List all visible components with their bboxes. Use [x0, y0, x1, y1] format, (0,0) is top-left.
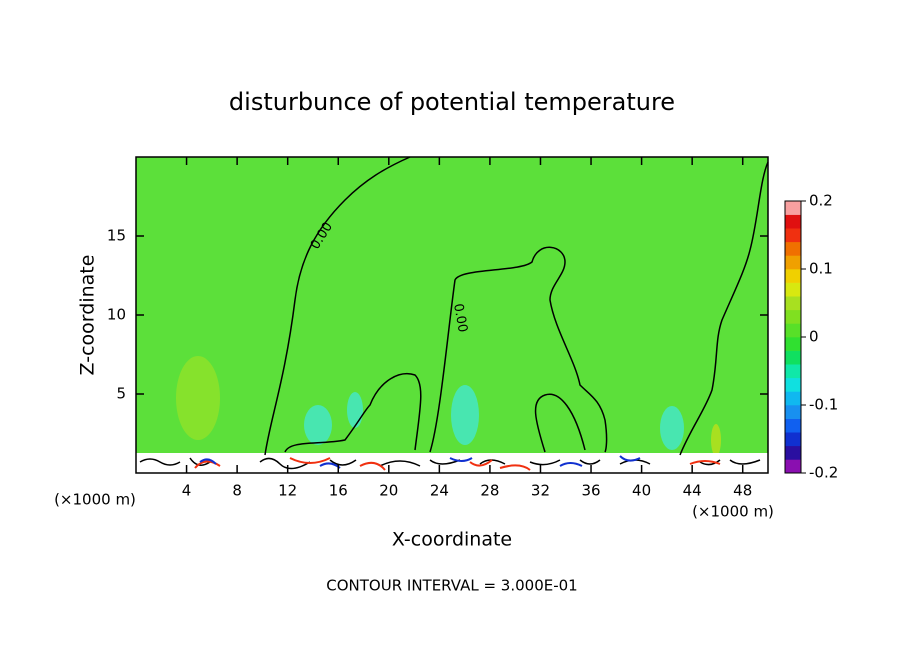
x-tick-label: 16 [329, 482, 348, 500]
field-blob [304, 405, 332, 445]
colorbar-band [785, 282, 801, 297]
y-tick-label: 15 [107, 227, 126, 245]
colorbar-band [785, 241, 801, 256]
colorbar-band [785, 377, 801, 392]
colorbar-band [785, 323, 801, 338]
field-blob [451, 385, 479, 445]
colorbar-band [785, 309, 801, 324]
field-blob [711, 424, 721, 456]
field [135, 156, 769, 474]
colorbar-band [785, 432, 801, 447]
x-tick-label: 20 [379, 482, 398, 500]
y-tick-label: 10 [107, 306, 126, 324]
field-blob [176, 356, 220, 440]
colorbar-band [785, 228, 801, 243]
field-blob [347, 392, 363, 428]
x-axis-title: X-coordinate [392, 529, 512, 551]
x-tick-label: 8 [232, 482, 242, 500]
x-tick-label: 12 [278, 482, 297, 500]
colorbar-band [785, 337, 801, 351]
zero-contour [284, 373, 422, 453]
surface-contour [194, 457, 721, 471]
colorbar-band [785, 214, 801, 229]
x-tick-label: 4 [182, 482, 192, 500]
zero-contour [429, 246, 608, 453]
chart-title: disturbunce of potential temperature [229, 88, 675, 116]
colorbar-band [785, 459, 801, 474]
x-unit-label: (×1000 m) [54, 491, 136, 509]
x-tick-label: 40 [632, 482, 651, 500]
x-tick-label: 48 [733, 482, 752, 500]
colorbar-tick-label: 0.1 [809, 260, 833, 278]
x-tick-label: 24 [430, 482, 449, 500]
colorbar-band [785, 296, 801, 311]
x-tick-label: 36 [581, 482, 600, 500]
y-tick-label: 5 [116, 385, 126, 403]
colorbar-band [785, 445, 801, 460]
colorbar-band [785, 418, 801, 433]
zero-contour [679, 161, 769, 456]
x-tick-label: 32 [531, 482, 550, 500]
colorbar-band [785, 350, 801, 365]
colorbar-band [785, 391, 801, 406]
x-tick-label: 44 [683, 482, 702, 500]
field-blob [660, 406, 684, 450]
colorbar-band [785, 269, 801, 283]
colorbar-band [785, 201, 801, 215]
x-tick-label: 28 [480, 482, 499, 500]
colorbar-tick-label: 0 [809, 328, 819, 346]
zero-contour [264, 156, 411, 456]
colorbar-band [785, 405, 801, 419]
colorbar-tick-label: -0.2 [809, 464, 838, 482]
surface-contour [199, 455, 641, 469]
y-axis-title: Z-coordinate [77, 255, 99, 376]
colorbar-tick-label: -0.1 [809, 396, 838, 414]
contour-label: 0.00 [450, 302, 470, 333]
colorbar-band [785, 364, 801, 379]
x-unit-label: (×1000 m) [692, 503, 774, 521]
footer-note: CONTOUR INTERVAL = 3.000E-01 [326, 577, 577, 595]
colorbar-band [785, 255, 801, 270]
colorbar-tick-label: 0.2 [809, 192, 833, 210]
